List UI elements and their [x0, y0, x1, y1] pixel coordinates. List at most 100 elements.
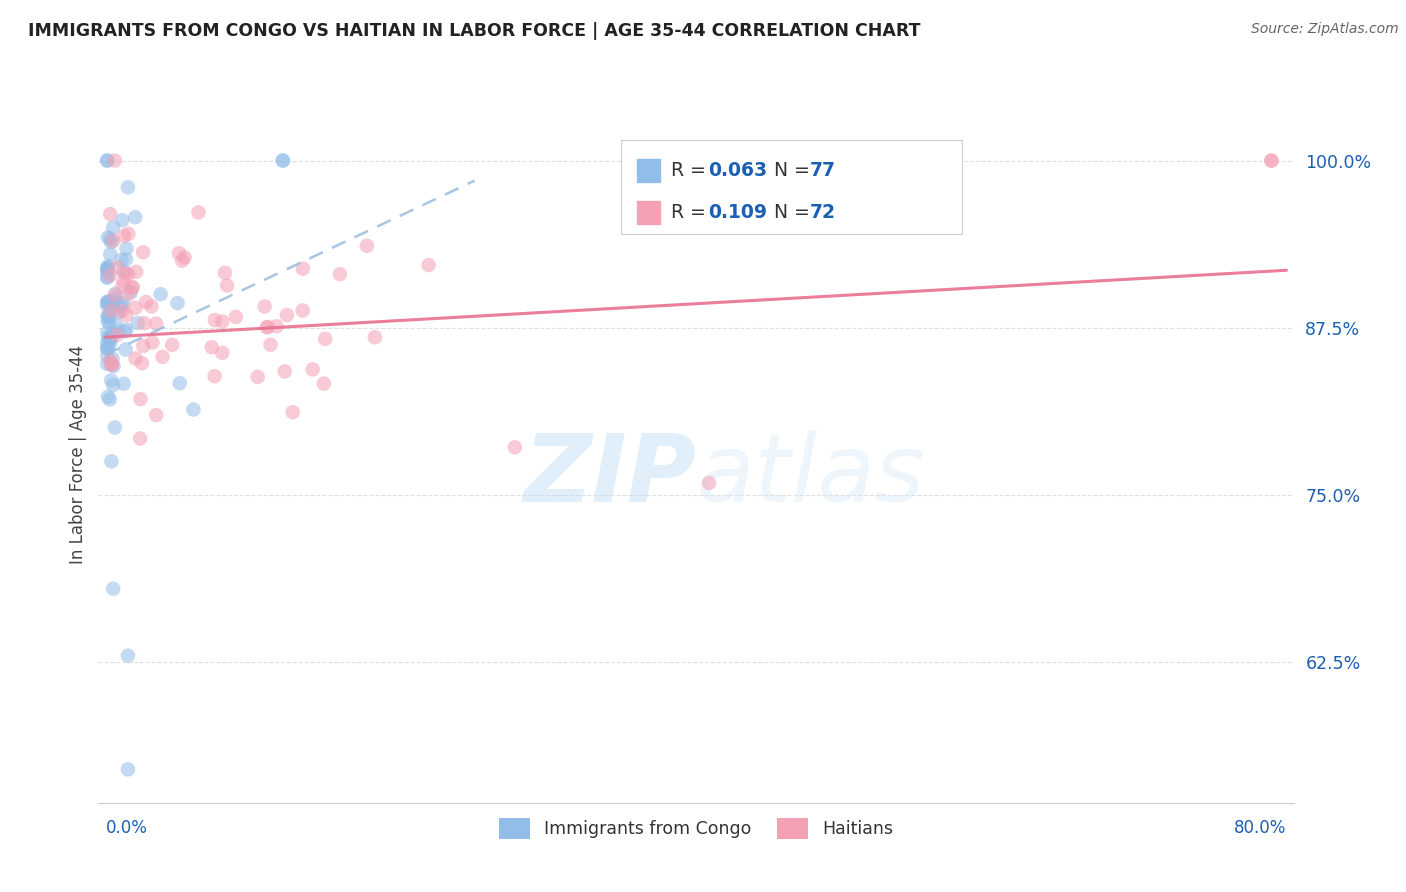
Haitians [167, 246, 190, 260]
Haitians [145, 317, 167, 331]
Haitians [141, 300, 163, 314]
Immigrants from Congo [124, 211, 146, 225]
Haitians [204, 369, 226, 384]
Haitians [124, 351, 146, 366]
Immigrants from Congo [108, 300, 131, 314]
Haitians [187, 205, 209, 219]
Haitians [98, 268, 121, 282]
Immigrants from Congo [101, 582, 124, 596]
Immigrants from Congo [96, 265, 118, 279]
Haitians [256, 320, 278, 334]
Immigrants from Congo [110, 252, 132, 267]
Haitians [266, 319, 288, 334]
Haitians [314, 332, 336, 346]
Immigrants from Congo [114, 325, 136, 339]
Immigrants from Congo [98, 316, 121, 330]
Haitians [104, 288, 127, 302]
Immigrants from Congo [96, 298, 118, 312]
Haitians [141, 335, 163, 350]
Haitians [1260, 153, 1282, 168]
Immigrants from Congo [115, 323, 138, 337]
Immigrants from Congo [100, 358, 122, 372]
Haitians [301, 362, 323, 376]
Haitians [117, 287, 139, 301]
Haitians [105, 328, 128, 343]
Immigrants from Congo [98, 295, 121, 310]
Haitians [117, 267, 139, 281]
Immigrants from Congo [100, 454, 122, 468]
Immigrants from Congo [96, 326, 118, 340]
Immigrants from Congo [117, 763, 139, 777]
Immigrants from Congo [112, 376, 135, 391]
Haitians [131, 356, 153, 370]
Immigrants from Congo [183, 402, 205, 417]
Immigrants from Congo [100, 301, 122, 315]
Immigrants from Congo [169, 376, 191, 391]
Haitians [98, 354, 121, 368]
Immigrants from Congo [115, 242, 138, 256]
Haitians [291, 261, 314, 276]
Haitians [129, 432, 152, 446]
Haitians [259, 337, 281, 351]
Immigrants from Congo [127, 316, 149, 330]
Immigrants from Congo [115, 252, 138, 267]
Immigrants from Congo [96, 270, 118, 285]
Immigrants from Congo [120, 285, 142, 300]
Immigrants from Congo [96, 153, 118, 168]
Immigrants from Congo [108, 305, 131, 319]
Immigrants from Congo [98, 232, 121, 246]
Haitians [124, 301, 146, 315]
Haitians [104, 153, 127, 168]
Text: N =: N = [762, 161, 815, 180]
Immigrants from Congo [96, 262, 118, 277]
Haitians [160, 338, 183, 352]
Haitians [135, 295, 157, 310]
Haitians [121, 281, 143, 295]
Haitians [217, 278, 239, 293]
Text: 80.0%: 80.0% [1234, 819, 1286, 837]
Immigrants from Congo [96, 261, 118, 276]
Text: 0.109: 0.109 [709, 202, 768, 222]
Immigrants from Congo [97, 309, 120, 323]
Immigrants from Congo [112, 264, 135, 278]
Haitians [246, 370, 269, 384]
Haitians [111, 304, 134, 318]
Haitians [132, 339, 155, 353]
Haitians [356, 239, 378, 253]
Haitians [173, 251, 195, 265]
Immigrants from Congo [103, 359, 125, 373]
Immigrants from Congo [101, 326, 124, 341]
Immigrants from Congo [101, 378, 124, 392]
Immigrants from Congo [98, 392, 121, 407]
Immigrants from Congo [111, 213, 134, 227]
Haitians [101, 234, 124, 248]
Text: 72: 72 [810, 202, 835, 222]
Immigrants from Congo [96, 340, 118, 354]
Text: ZIP: ZIP [523, 430, 696, 522]
Text: N =: N = [762, 202, 815, 222]
Haitians [145, 408, 167, 422]
Haitians [211, 345, 233, 359]
Haitians [121, 280, 143, 294]
Haitians [256, 320, 278, 334]
Immigrants from Congo [97, 390, 120, 404]
Immigrants from Congo [271, 153, 294, 168]
Text: 0.0%: 0.0% [105, 819, 148, 837]
Haitians [100, 303, 122, 318]
Immigrants from Congo [96, 342, 118, 356]
Immigrants from Congo [110, 298, 132, 312]
Haitians [201, 340, 224, 354]
Haitians [112, 228, 135, 243]
Immigrants from Congo [96, 260, 118, 275]
Haitians [114, 267, 136, 281]
Immigrants from Congo [112, 296, 135, 310]
Haitians [418, 258, 440, 272]
Text: 77: 77 [810, 161, 835, 180]
Haitians [129, 392, 152, 406]
Haitians [253, 300, 276, 314]
Immigrants from Congo [97, 230, 120, 244]
Haitians [281, 405, 304, 419]
Immigrants from Congo [271, 153, 294, 168]
Immigrants from Congo [97, 310, 120, 324]
Haitians [98, 207, 121, 221]
